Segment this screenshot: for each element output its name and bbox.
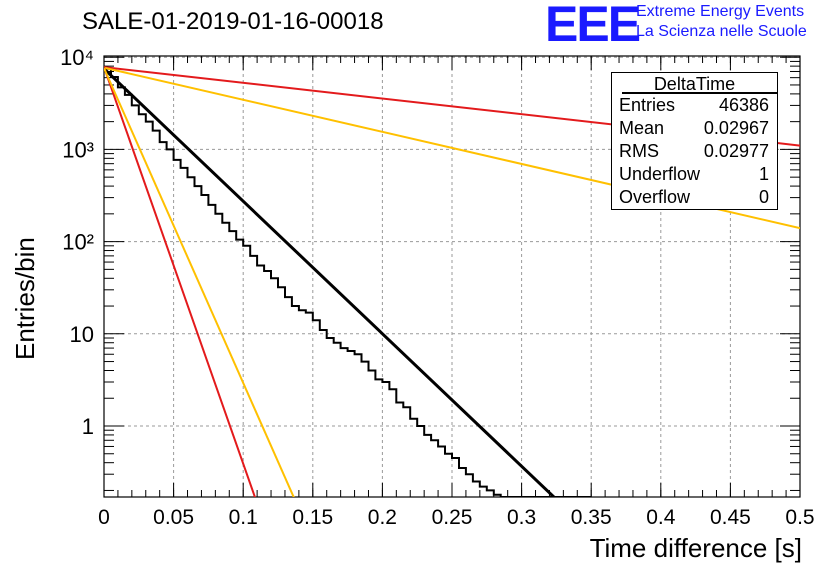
x-tick-label: 0.05 — [153, 506, 194, 529]
x-tick-label: 0.3 — [507, 506, 536, 529]
stats-value: 46386 — [718, 95, 769, 115]
x-tick-label: 0.45 — [710, 506, 751, 529]
x-axis-label: Time difference [s] — [589, 533, 802, 563]
stats-box: DeltaTime Entries 46386 Mean 0.02967 RMS… — [611, 72, 778, 210]
x-tick-label: 0.4 — [646, 506, 676, 529]
x-tick-label: 0.15 — [292, 506, 333, 529]
y-tick-label: 10⁴ — [60, 45, 94, 70]
logo-line-2: La Scienza nelle Scuole — [636, 23, 807, 40]
stats-row-rms: RMS 0.02977 — [619, 141, 769, 164]
x-tick-label: 0.25 — [432, 506, 473, 529]
fit-line-4 — [104, 67, 295, 497]
x-tick-label: 0.2 — [368, 506, 397, 529]
stats-name: Mean — [619, 118, 665, 138]
y-tick-label: 10² — [62, 230, 94, 255]
y-tick-labels: 1 10 10² 10³ 10⁴ — [60, 45, 94, 439]
stats-name: Underflow — [619, 164, 701, 184]
stats-value: 0.02967 — [703, 118, 769, 138]
stats-name: Entries — [619, 95, 676, 115]
x-tick-label: 0.1 — [229, 506, 258, 529]
stats-row-overflow: Overflow 0 — [619, 187, 769, 210]
x-tick-label: 0.5 — [785, 506, 814, 529]
logo-line-1: Extreme Energy Events — [636, 3, 805, 20]
histogram-outline — [104, 67, 592, 497]
stats-value: 1 — [758, 164, 769, 184]
fit-line-0 — [104, 67, 557, 497]
eee-logo: EEE Extreme Energy Events La Scienza nel… — [545, 0, 835, 49]
stats-row-entries: Entries 46386 — [619, 95, 769, 118]
stats-name: Overflow — [619, 187, 691, 207]
stats-row-mean: Mean 0.02967 — [619, 118, 769, 141]
x-tick-labels: 0 0.05 0.1 0.15 0.2 0.25 0.3 0.35 0.4 0.45 0.5 — [98, 506, 814, 529]
y-tick-label: 1 — [82, 414, 94, 439]
chart-title: SALE-01-2019-01-16-00018 — [82, 8, 384, 35]
eee-logo-mark: EEE — [545, 0, 641, 52]
fit-line-3 — [104, 66, 256, 497]
y-axis-label-wrap: Entries/bin — [6, 180, 40, 360]
y-tick-label: 10³ — [62, 137, 94, 162]
stats-value: 0 — [758, 187, 769, 207]
stats-name: RMS — [619, 141, 659, 161]
stats-row-underflow: Underflow 1 — [619, 164, 769, 187]
x-tick-label: 0.35 — [571, 506, 612, 529]
stats-title: DeltaTime — [653, 74, 736, 94]
x-tick-label: 0 — [98, 506, 110, 529]
y-axis-label: Entries/bin — [10, 237, 40, 360]
stats-value: 0.02977 — [703, 141, 769, 161]
y-tick-label: 10 — [70, 322, 94, 347]
stats-title-underline — [622, 92, 777, 94]
histogram-series — [104, 67, 592, 497]
